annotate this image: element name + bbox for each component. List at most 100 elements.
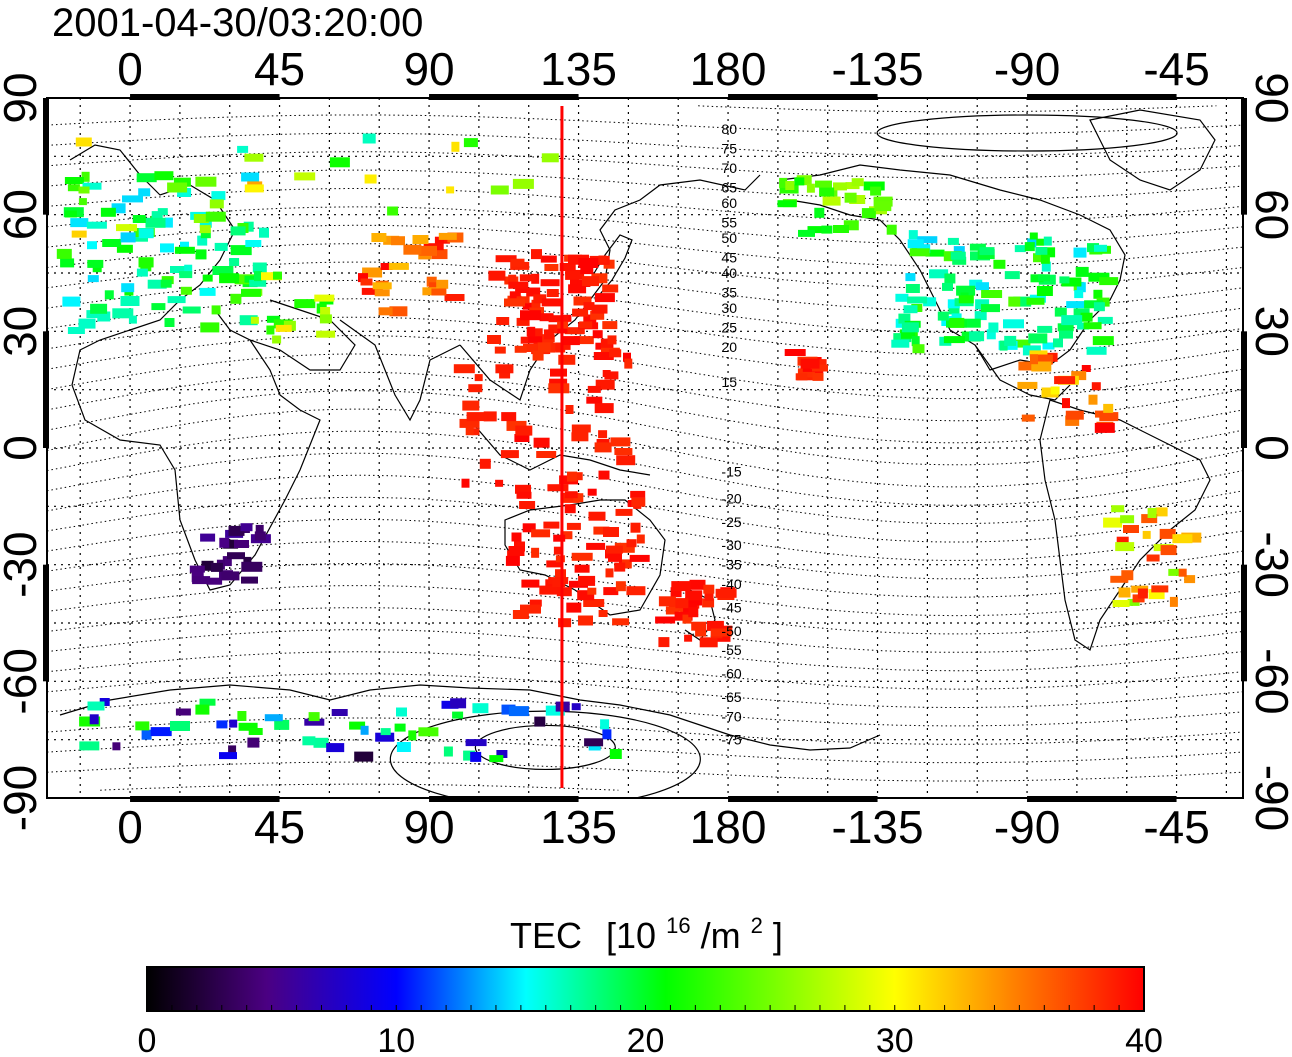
tec-point [294,172,316,181]
colorbar-tick-label: 10 [377,1022,415,1057]
tec-point [545,705,565,716]
tec-point [314,294,335,302]
tec-point [56,248,72,259]
tec-point [174,246,195,254]
lat-tick-label-right: -30 [1246,531,1292,597]
tec-point [71,230,87,238]
south-pole-contour [389,710,701,798]
tec-point [515,286,528,293]
mlat-label: -55 [721,642,741,658]
mlat-contour [47,717,1243,745]
tec-point [797,368,815,378]
tec-point [138,228,154,239]
tec-point [499,369,511,379]
tec-point [1115,542,1135,552]
tec-point [624,358,633,369]
tec-point [602,321,618,330]
tec-point [326,743,345,753]
tec-point [380,263,393,270]
tec-point [843,220,859,231]
frame-bar [728,796,878,802]
lat-tick-label-left: 90 [0,72,46,123]
tec-point [308,712,320,722]
lon-tick-label-bottom: -90 [994,801,1060,853]
tec-point [562,340,571,350]
tec-point [1099,412,1119,422]
tec-point [907,239,924,249]
tec-point [587,587,597,595]
tec-point [466,412,488,422]
tec-point [209,199,224,209]
tec-point [266,325,275,335]
tec-point [568,284,587,294]
tec-point [167,296,186,304]
tec-point [598,470,610,480]
tec-point [1184,575,1196,584]
tec-point [244,153,264,162]
tec-point [577,590,595,601]
tec-point [244,275,259,283]
coastline-arabia [249,299,356,371]
tec-point [539,585,561,595]
tec-point [494,346,506,354]
tec-point [408,730,417,741]
tec-point [1028,333,1048,344]
tec-point [715,588,737,598]
lon-tick-label-bottom: 0 [117,801,143,853]
tec-point [1075,266,1089,277]
tec-point [360,725,369,735]
tec-point [553,534,566,542]
grid-lines [47,98,1243,798]
mlat-label: 80 [721,121,737,137]
tec-point [812,372,824,381]
tec-point [431,288,447,296]
tec-point [221,571,240,581]
tec-point [229,258,240,266]
tec-point [609,349,622,358]
tec-point [588,511,606,521]
tec-point [520,604,541,614]
tec-point [461,478,470,488]
tec-point [531,547,540,558]
tec-point [604,371,619,380]
tec-point [555,555,565,563]
tec-point [851,178,864,187]
tec-point [1146,554,1160,562]
tec-point [903,305,918,314]
tec-point [615,508,633,516]
tec-point [909,248,930,257]
tec-point [1054,307,1067,317]
tec-point [170,266,190,273]
tec-point [898,313,911,324]
tec-point [199,219,212,228]
tec-point [1147,508,1157,518]
tec-point [546,560,563,568]
tec-point [151,303,166,311]
tec-point [444,294,465,301]
mlat-contour [47,408,1243,488]
tec-point [111,203,126,214]
tec-point [197,235,208,246]
tec-point [240,523,253,532]
tec-point [463,750,476,761]
tec-point [520,310,541,321]
tec-point [199,698,216,706]
lon-tick-label-bottom: -135 [832,801,924,853]
tec-point [523,344,537,352]
tec-point [205,211,226,222]
coastline-antarctica [59,684,881,751]
tec-point [1159,528,1176,539]
tec-point [264,714,283,722]
tec-point [947,237,959,245]
tec-point [579,321,593,329]
mlat-contour [47,188,1243,223]
tec-point [266,315,280,323]
tec-point [536,451,557,458]
tec-point [908,230,918,240]
tec-point [614,448,633,455]
tec-point [70,218,89,228]
mlat-label: -50 [721,623,741,639]
tec-point [214,242,228,251]
magnetic-latitude-labels: 8075706560555045403530252015-15-20-25-30… [721,121,741,748]
